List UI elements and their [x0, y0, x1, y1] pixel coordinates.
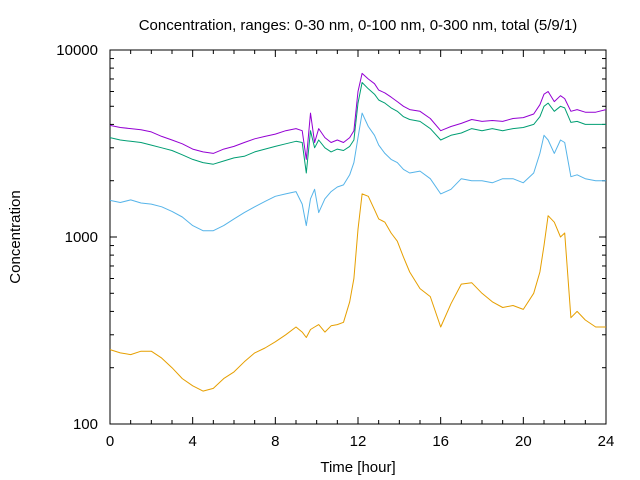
series-line-2 [109, 112, 606, 232]
x-tick-label: 4 [188, 433, 196, 450]
series-group [109, 72, 607, 392]
x-axis-label: Time [hour] [320, 459, 395, 476]
y-tick-label: 10000 [56, 42, 98, 59]
series-line-4 [109, 72, 607, 160]
series-line-1 [109, 193, 606, 392]
x-tick-label: 20 [515, 433, 532, 450]
x-tick-label: 24 [598, 433, 615, 450]
x-tick-label: 8 [271, 433, 279, 450]
chart-title: Concentration, ranges: 0-30 nm, 0-100 nm… [139, 17, 578, 34]
x-tick-label: 0 [106, 433, 114, 450]
x-tick-label: 12 [350, 433, 367, 450]
y-tick-label: 1000 [65, 229, 98, 246]
x-tick-label: 16 [432, 433, 449, 450]
y-tick-label: 100 [73, 416, 98, 433]
y-axis-label: Concentration [7, 190, 24, 283]
series-line-3 [109, 82, 606, 174]
axis-ticks: 0 4 8 12 16 20 24 100 1000 10000 [56, 42, 614, 450]
